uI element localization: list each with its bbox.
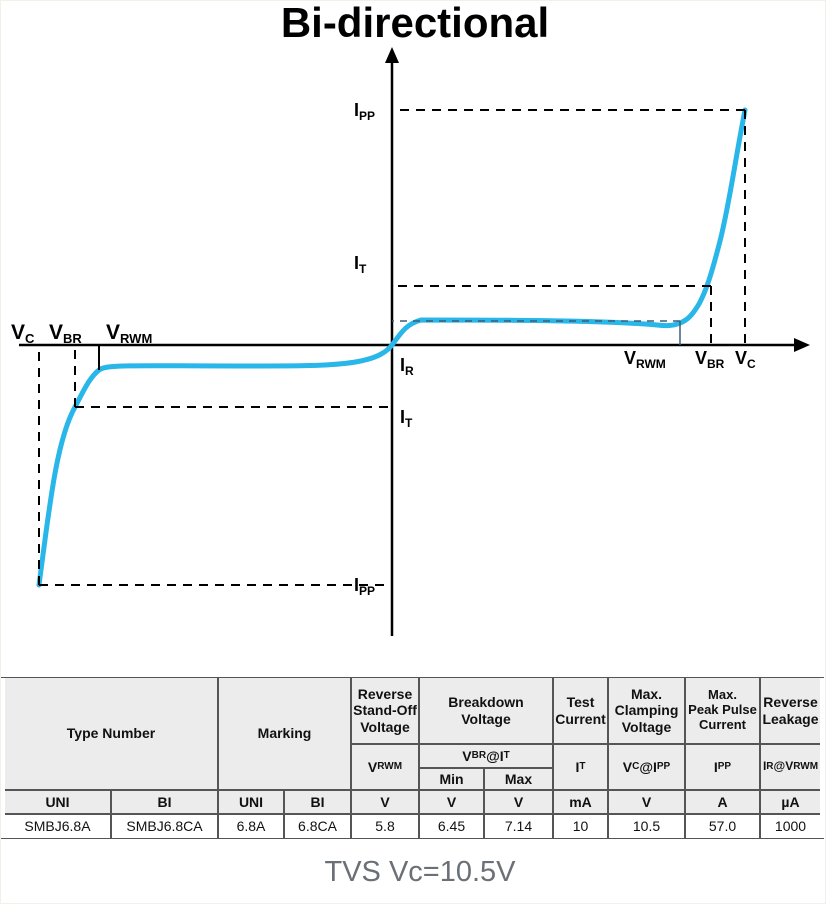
svg-text:VC: VC: [11, 321, 35, 346]
svg-text:IR: IR: [400, 355, 414, 378]
svg-text:VC: VC: [735, 348, 756, 371]
svg-text:IPP: IPP: [354, 100, 375, 123]
svg-text:IPP: IPP: [354, 575, 375, 598]
svg-text:VRWM: VRWM: [106, 321, 152, 346]
svg-text:VBR: VBR: [49, 321, 82, 346]
svg-text:IT: IT: [354, 253, 367, 276]
svg-text:IT: IT: [400, 407, 413, 430]
svg-text:VBR: VBR: [695, 348, 725, 371]
svg-text:VRWM: VRWM: [624, 348, 666, 371]
